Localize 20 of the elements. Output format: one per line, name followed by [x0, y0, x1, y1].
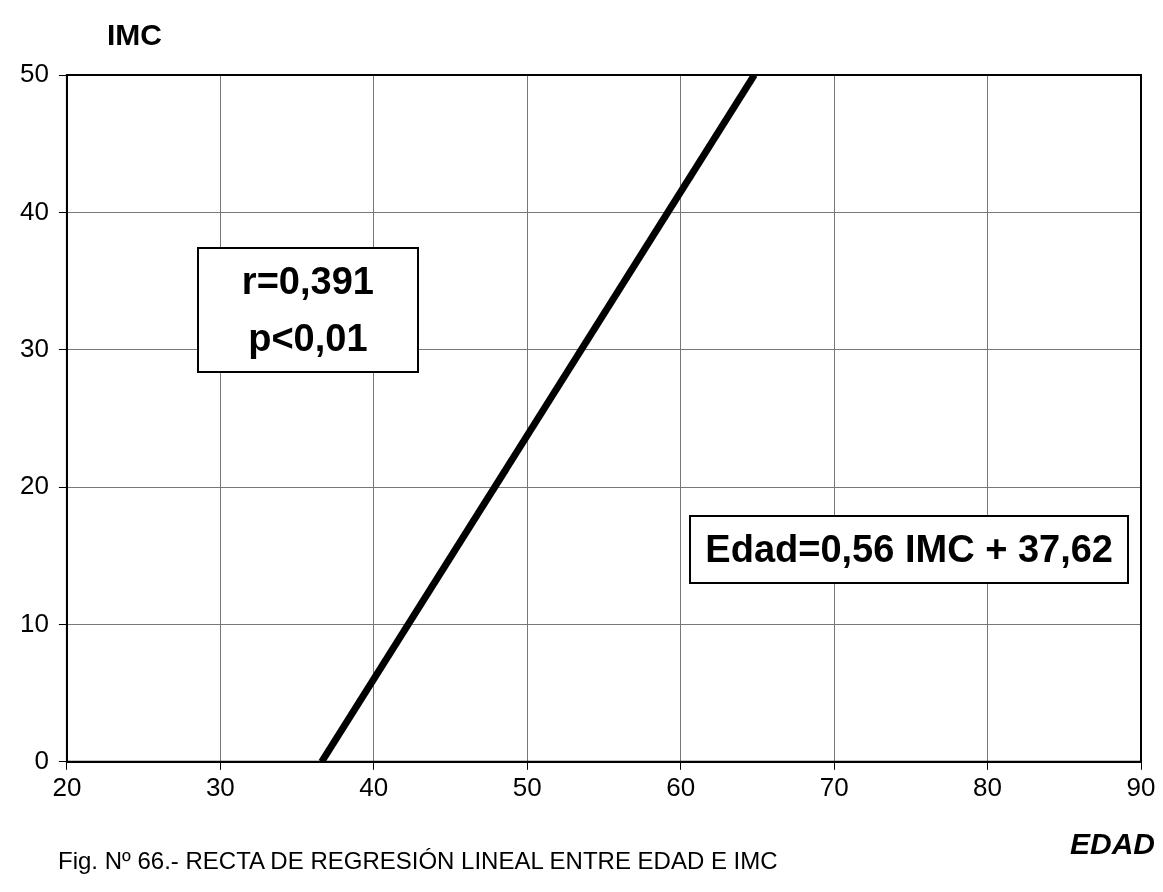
y-axis-title: IMC — [106, 18, 162, 52]
x-tick-label: 50 — [512, 771, 542, 802]
x-tick-label: 20 — [52, 771, 82, 802]
annotation: r=0,391 — [241, 260, 374, 302]
y-tick-label: 20 — [20, 470, 49, 501]
x-tick-label: 90 — [1126, 771, 1156, 802]
y-tick-label: 40 — [20, 195, 49, 226]
y-tick-label: 10 — [20, 607, 49, 638]
text: Fig. Nº 66.- RECTA DE REGRESIÓN LINEAL ENTRE EDAD E IMC — [58, 846, 778, 875]
x-tick-label: 40 — [359, 771, 389, 802]
x-tick-label: 30 — [205, 771, 235, 802]
x-axis-title: EDAD — [1069, 826, 1155, 861]
x-tick-label: 80 — [973, 771, 1003, 802]
annotation: p<0,01 — [248, 317, 368, 359]
y-tick-label: 30 — [20, 332, 49, 363]
y-tick-label: 50 — [20, 58, 49, 89]
y-tick-label: 0 — [34, 744, 49, 775]
x-tick-label: 60 — [666, 771, 696, 802]
x-tick-label: 70 — [819, 771, 849, 802]
annotation: Edad=0,56 IMC + 37,62 — [689, 515, 1129, 584]
